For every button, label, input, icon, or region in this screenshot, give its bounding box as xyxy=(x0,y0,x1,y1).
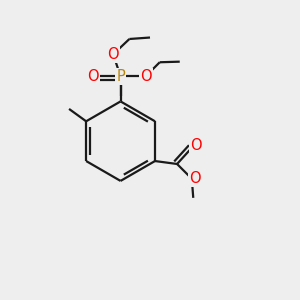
Text: P: P xyxy=(116,69,125,84)
Text: O: O xyxy=(189,171,200,186)
Text: O: O xyxy=(107,47,119,62)
Text: O: O xyxy=(190,138,201,153)
Text: O: O xyxy=(140,69,152,84)
Text: O: O xyxy=(87,69,98,84)
